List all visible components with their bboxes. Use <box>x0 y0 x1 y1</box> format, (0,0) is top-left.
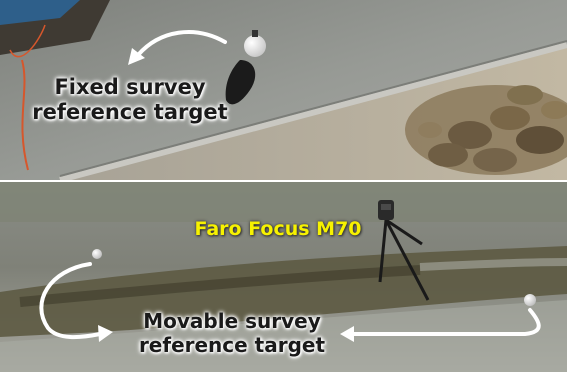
target-shadow <box>225 60 256 105</box>
fixed-target-label: Fixed survey reference target <box>30 75 230 125</box>
movable-label-line2: reference target <box>138 332 326 357</box>
curved-arrow <box>128 30 227 65</box>
rope <box>21 59 29 171</box>
left-curved-arrow <box>39 262 113 342</box>
blue-tarp <box>0 0 80 25</box>
wall-edge <box>59 42 567 180</box>
fixed-label-line2: reference target <box>32 99 228 124</box>
movable-target-photo: Faro Focus M70 Movable survey reference … <box>0 182 567 372</box>
movable-label-line1: Movable survey <box>143 309 321 333</box>
movable-target-label: Movable survey reference target <box>122 309 342 357</box>
laser-scanner <box>378 200 430 301</box>
rubble <box>405 85 567 175</box>
right-arrow <box>340 308 541 342</box>
movable-target-sphere-1 <box>92 249 102 259</box>
scanner-label: Faro Focus M70 <box>194 218 362 240</box>
movable-target-sphere-2 <box>524 294 536 306</box>
fixed-label-line1: Fixed survey <box>54 75 206 99</box>
fixed-target-photo: Fixed survey reference target <box>0 0 567 180</box>
fixed-target-sphere <box>244 35 266 57</box>
